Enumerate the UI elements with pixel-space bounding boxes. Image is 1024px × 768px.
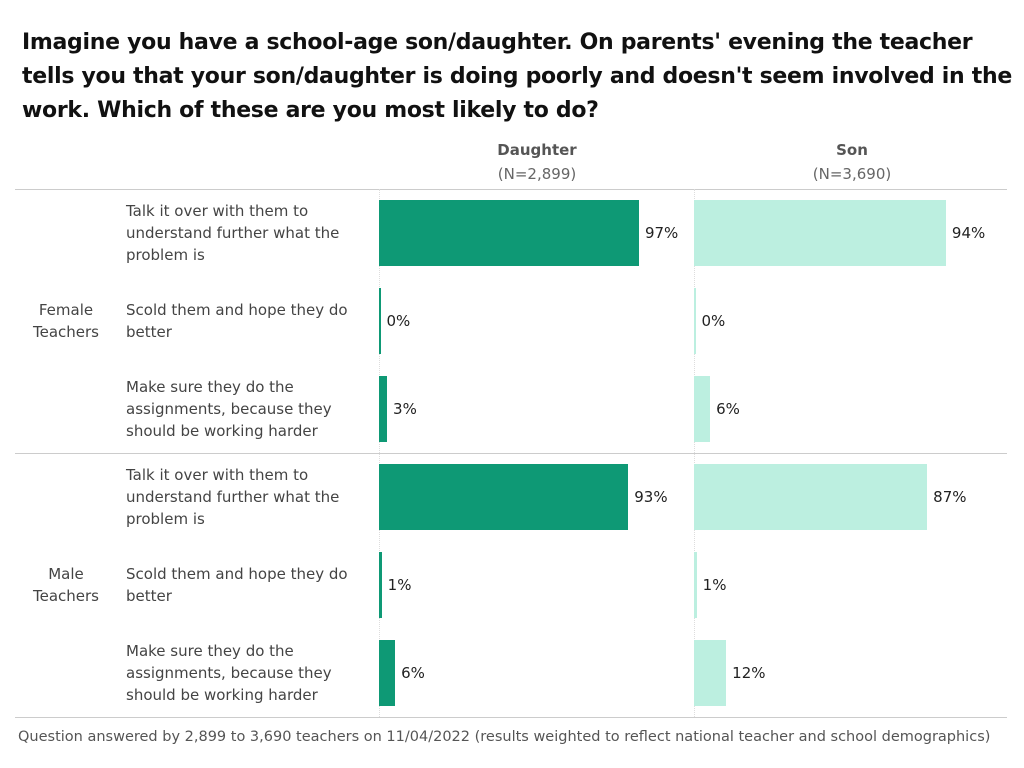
- value-label: 1%: [387, 576, 412, 594]
- category-label: Make sure they do the assignments, becau…: [126, 642, 332, 704]
- bar: [694, 200, 946, 266]
- series-sample: (N=3,690): [812, 165, 892, 183]
- separator: [15, 717, 1007, 718]
- value-label: 97%: [644, 224, 679, 242]
- bar: [694, 288, 696, 354]
- bar: [379, 464, 629, 530]
- bar: [379, 376, 388, 442]
- separator: [15, 453, 1007, 454]
- footnote: Question answered by 2,899 to 3,690 teac…: [18, 729, 991, 745]
- value-label: 6%: [401, 664, 425, 682]
- axis-line: [694, 189, 695, 717]
- value-label: 12%: [732, 664, 766, 682]
- series-sample: (N=2,899): [497, 165, 577, 183]
- bar: [379, 288, 381, 354]
- chart-title: Imagine you have a school-age son/daught…: [22, 30, 1012, 123]
- bar: [694, 640, 727, 706]
- value-label: 87%: [933, 488, 967, 506]
- group-label: Male Teachers: [33, 565, 99, 605]
- value-label: 3%: [393, 400, 417, 418]
- category-label: Scold them and hope they do better: [126, 301, 348, 341]
- series-name: Daughter: [497, 141, 577, 159]
- group-label: Female Teachers: [33, 301, 99, 341]
- category-label: Make sure they do the assignments, becau…: [126, 378, 332, 440]
- value-label: 0%: [701, 312, 726, 330]
- bar: [694, 464, 928, 530]
- axis-line: [379, 189, 380, 717]
- value-label: 6%: [716, 400, 740, 418]
- series-name: Son: [836, 141, 868, 159]
- separator: [15, 189, 1007, 190]
- bar: [379, 640, 396, 706]
- bar: [694, 376, 711, 442]
- bar: [694, 552, 697, 618]
- category-label: Talk it over with them to understand fur…: [126, 466, 340, 528]
- category-label: Talk it over with them to understand fur…: [126, 202, 340, 264]
- bar: [379, 200, 639, 266]
- value-label: 94%: [951, 224, 986, 242]
- category-label: Scold them and hope they do better: [126, 565, 348, 605]
- bar: [379, 552, 382, 618]
- value-label: 0%: [386, 312, 411, 330]
- value-label: 93%: [634, 488, 668, 506]
- value-label: 1%: [702, 576, 727, 594]
